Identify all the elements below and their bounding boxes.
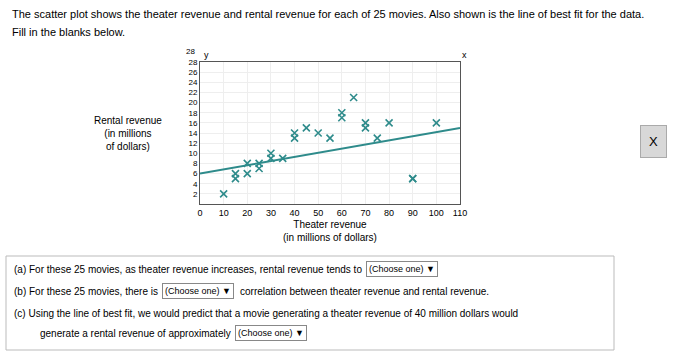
svg-text:22: 22 xyxy=(188,88,197,97)
svg-text:60: 60 xyxy=(337,208,347,218)
svg-text:generate a rental revenue of a: generate a rental revenue of approximate… xyxy=(40,328,231,339)
svg-text:90: 90 xyxy=(408,208,418,218)
svg-text:24: 24 xyxy=(188,78,197,87)
svg-text:X: X xyxy=(649,134,658,149)
svg-text:(Choose one) ▼: (Choose one) ▼ xyxy=(238,328,304,338)
svg-text:40: 40 xyxy=(290,208,300,218)
svg-text:Fill in the blanks below.: Fill in the blanks below. xyxy=(12,26,125,38)
svg-text:16: 16 xyxy=(188,119,197,128)
svg-text:(a) For these 25 movies, as th: (a) For these 25 movies, as theater reve… xyxy=(14,264,362,275)
svg-text:18: 18 xyxy=(188,109,197,118)
svg-text:correlation between theater re: correlation between theater revenue and … xyxy=(240,286,489,297)
svg-text:(Choose one) ▼: (Choose one) ▼ xyxy=(165,286,231,296)
svg-text:70: 70 xyxy=(360,208,370,218)
svg-text:10: 10 xyxy=(188,149,197,158)
svg-text:110: 110 xyxy=(453,208,467,218)
svg-text:20: 20 xyxy=(188,98,197,107)
svg-text:(Choose one) ▼: (Choose one) ▼ xyxy=(369,264,435,274)
svg-text:y: y xyxy=(204,50,209,60)
svg-text:(b) For these 25 movies, there: (b) For these 25 movies, there is xyxy=(14,286,158,297)
svg-text:10: 10 xyxy=(219,208,229,218)
svg-text:100: 100 xyxy=(429,208,444,218)
svg-text:28: 28 xyxy=(188,58,197,67)
svg-text:2: 2 xyxy=(193,190,198,199)
svg-text:50: 50 xyxy=(313,208,323,218)
svg-text:0: 0 xyxy=(197,208,202,218)
svg-text:14: 14 xyxy=(188,129,197,138)
svg-text:Theater revenue(in millions of: Theater revenue(in millions of dollars) xyxy=(283,219,377,243)
svg-text:8: 8 xyxy=(193,159,198,168)
svg-text:12: 12 xyxy=(188,139,197,148)
svg-text:28: 28 xyxy=(186,47,195,56)
svg-text:30: 30 xyxy=(266,208,276,218)
svg-text:x: x xyxy=(462,50,467,60)
svg-text:80: 80 xyxy=(384,208,394,218)
svg-text:26: 26 xyxy=(188,68,197,77)
svg-text:4: 4 xyxy=(193,180,198,189)
svg-text:(c) Using the line of best fit: (c) Using the line of best fit, we would… xyxy=(14,308,518,319)
svg-text:The scatter plot shows the the: The scatter plot shows the theater reven… xyxy=(12,8,644,20)
svg-text:6: 6 xyxy=(193,169,198,178)
svg-text:Rental revenue(in millionsof d: Rental revenue(in millionsof dollars) xyxy=(94,115,162,152)
svg-text:20: 20 xyxy=(242,208,252,218)
